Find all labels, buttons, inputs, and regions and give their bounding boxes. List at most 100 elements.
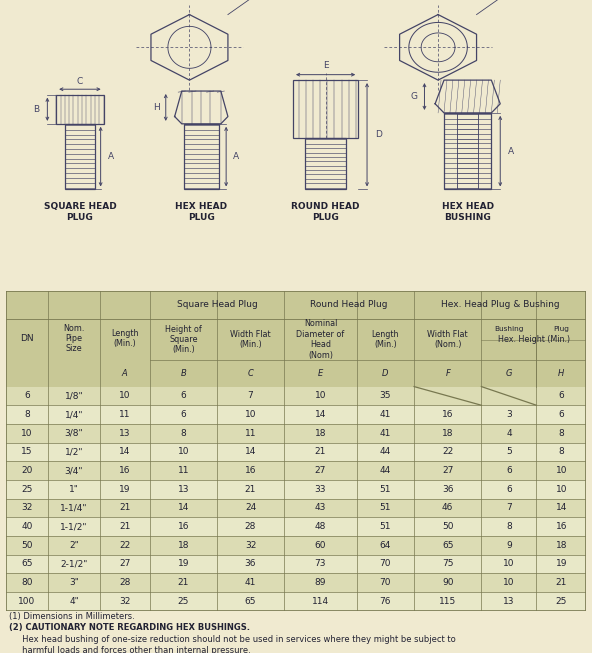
Text: Nom.
Pipe
Size: Nom. Pipe Size [63,324,85,353]
Text: 19: 19 [555,560,567,568]
Text: Width Flat
(Min.): Width Flat (Min.) [230,330,271,349]
Text: 36: 36 [244,560,256,568]
Bar [6,443,586,461]
Text: 1/8": 1/8" [65,391,83,400]
Text: A: A [508,147,514,155]
Text: 2": 2" [69,541,79,550]
Text: 10: 10 [178,447,189,456]
Text: Hex. Head Plug & Bushing: Hex. Head Plug & Bushing [441,300,559,310]
Text: 21: 21 [315,447,326,456]
Text: 11: 11 [119,410,130,419]
Text: 8: 8 [506,522,511,531]
Text: 21: 21 [119,503,130,513]
Text: 16: 16 [119,466,130,475]
Text: 22: 22 [442,447,453,456]
Text: 28: 28 [245,522,256,531]
Text: 7: 7 [506,503,511,513]
Text: 18: 18 [555,541,567,550]
Text: 64: 64 [379,541,391,550]
Text: 48: 48 [315,522,326,531]
Text: 10: 10 [315,391,326,400]
Text: 32: 32 [119,597,130,606]
Text: 25: 25 [555,597,567,606]
Text: 51: 51 [379,485,391,494]
Text: 44: 44 [380,466,391,475]
Text: 5: 5 [506,447,511,456]
Bar [444,113,491,189]
Text: SQUARE HEAD
PLUG: SQUARE HEAD PLUG [44,202,116,221]
Text: (2) CAUTIONARY NOTE REGARDING HEX BUSHINGS.: (2) CAUTIONARY NOTE REGARDING HEX BUSHIN… [9,624,250,632]
Text: 51: 51 [379,522,391,531]
Text: 14: 14 [178,503,189,513]
Text: 8: 8 [558,429,564,438]
Text: 3/4": 3/4" [65,466,83,475]
Text: 70: 70 [379,560,391,568]
Text: A: A [122,369,128,377]
Text: HEX HEAD
PLUG: HEX HEAD PLUG [175,202,227,221]
Text: 43: 43 [315,503,326,513]
Bar [6,387,586,406]
Text: F: F [445,369,450,377]
Text: Hex head bushing of one-size reduction should not be used in services where they: Hex head bushing of one-size reduction s… [9,635,456,644]
Text: harmful loads and forces other than internal pressure.: harmful loads and forces other than inte… [9,646,250,653]
Text: 18: 18 [315,429,326,438]
Bar [56,95,104,124]
Bar [6,291,586,387]
Text: Plug: Plug [554,326,569,332]
Text: 2-1/2": 2-1/2" [60,560,88,568]
Text: 27: 27 [315,466,326,475]
Text: 76: 76 [379,597,391,606]
Bar [6,573,586,592]
Text: 7: 7 [247,391,253,400]
Text: 8: 8 [24,410,30,419]
Text: Nominal
Diameter of
Head
(Nom): Nominal Diameter of Head (Nom) [297,319,345,360]
Text: 70: 70 [379,578,391,587]
Text: 41: 41 [379,429,391,438]
Text: 18: 18 [442,429,453,438]
Text: 1/4": 1/4" [65,410,83,419]
Text: H: H [558,369,564,377]
Text: 3": 3" [69,578,79,587]
Text: 1-1/4": 1-1/4" [60,503,88,513]
Text: 10: 10 [555,485,567,494]
Text: Round Head Plug: Round Head Plug [310,300,388,310]
Text: 3/8": 3/8" [65,429,83,438]
Bar [457,113,478,189]
Bar [6,499,586,517]
Text: 36: 36 [442,485,453,494]
Text: 16: 16 [555,522,567,531]
Text: 50: 50 [21,541,33,550]
Text: 4: 4 [506,429,511,438]
Text: 16: 16 [244,466,256,475]
Text: 75: 75 [442,560,453,568]
Text: 6: 6 [506,485,511,494]
Text: ROUND HEAD
PLUG: ROUND HEAD PLUG [291,202,360,221]
Bar [6,461,586,480]
Text: 6: 6 [181,391,186,400]
Text: 10: 10 [503,578,514,587]
Text: 114: 114 [312,597,329,606]
Text: 20: 20 [21,466,33,475]
Bar [6,554,586,573]
Text: 51: 51 [379,503,391,513]
Text: 16: 16 [442,410,453,419]
Bar [6,517,586,536]
Bar [293,80,358,138]
Text: A: A [108,152,114,161]
Text: G: G [506,369,512,377]
Text: DN: DN [20,334,34,343]
Text: Height of
Square
(Min.): Height of Square (Min.) [165,325,202,355]
Text: C: C [77,76,83,86]
Text: 10: 10 [503,560,514,568]
Text: 73: 73 [315,560,326,568]
Text: 16: 16 [178,522,189,531]
Text: 100: 100 [18,597,36,606]
Text: 13: 13 [119,429,130,438]
Text: 11: 11 [244,429,256,438]
Text: 33: 33 [315,485,326,494]
Text: 6: 6 [558,410,564,419]
Text: 32: 32 [245,541,256,550]
Text: D: D [382,369,389,377]
Text: 65: 65 [21,560,33,568]
Text: Length
(Min.): Length (Min.) [372,330,399,349]
